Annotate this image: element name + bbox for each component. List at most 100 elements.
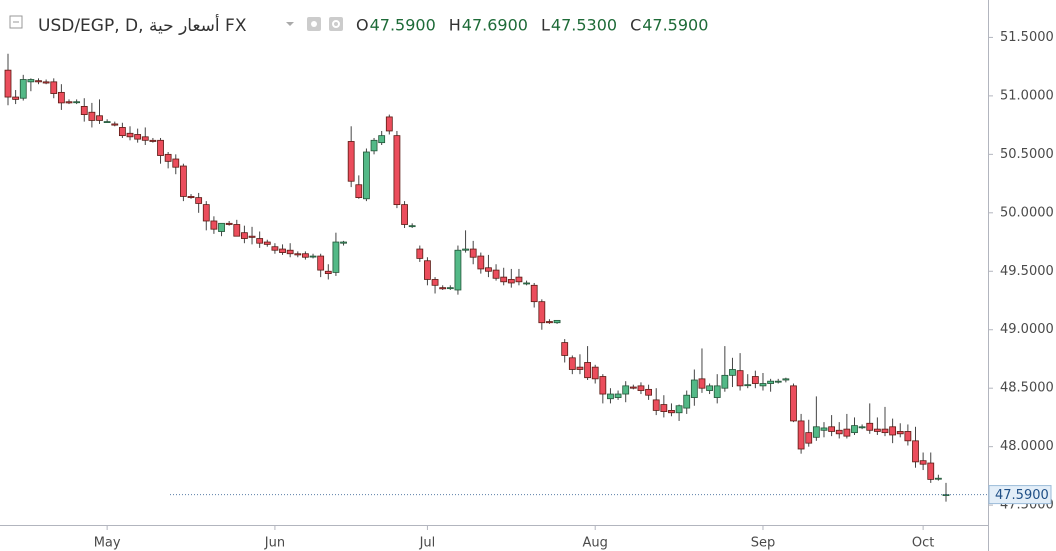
candle-body <box>126 132 134 138</box>
candle-body <box>896 431 904 435</box>
ohlc-label: L <box>541 16 550 35</box>
candle-body <box>12 96 20 100</box>
candle-body <box>279 248 286 253</box>
candle-body <box>797 420 805 450</box>
candle-body <box>302 253 309 258</box>
candle-body <box>629 386 637 389</box>
candle-body <box>263 241 271 245</box>
eye-icon <box>311 21 317 27</box>
candle-body <box>485 267 492 272</box>
plot <box>4 53 950 502</box>
candle-body <box>538 301 546 324</box>
candle-body <box>225 222 233 225</box>
candle-body <box>858 426 866 429</box>
candle-body <box>164 153 172 162</box>
candle-body <box>370 139 378 152</box>
candle-body <box>416 248 424 259</box>
candle-body <box>721 374 729 389</box>
candle-body <box>393 135 401 206</box>
candle-body <box>561 342 569 356</box>
symbol-title: USD/EGP, D, أسعار حية FX <box>38 14 247 36</box>
candle-body <box>103 121 111 124</box>
candle-body <box>73 101 81 104</box>
ohlc-value: 47.6900 <box>462 16 528 35</box>
ohlc-label: C <box>630 16 641 35</box>
candle-body <box>622 385 630 395</box>
candle-body <box>187 196 195 199</box>
candle-body <box>912 440 919 463</box>
candle-body <box>751 376 759 384</box>
candle-body <box>134 134 142 140</box>
candle-body <box>50 81 58 94</box>
dropdown-caret[interactable] <box>286 22 294 26</box>
candle-body <box>576 366 584 370</box>
candle-body <box>347 141 355 182</box>
candle-body <box>607 393 614 400</box>
candle-body <box>515 276 523 283</box>
candle-body <box>706 385 713 391</box>
candle-body <box>530 284 538 303</box>
candle-body <box>790 385 797 422</box>
candle-body <box>843 428 851 437</box>
candle-body <box>805 432 813 444</box>
candle-body <box>851 425 858 434</box>
y-tick-label: 50.0000 <box>1000 205 1054 220</box>
candle-body <box>744 384 752 387</box>
ohlc-label: O <box>356 16 369 35</box>
candle-body <box>65 101 73 104</box>
candle-body <box>431 279 439 286</box>
settings-button[interactable] <box>329 17 343 31</box>
candle-body <box>80 106 88 115</box>
candle-body <box>149 139 157 142</box>
candle-body <box>927 462 935 480</box>
candle-body <box>774 380 782 383</box>
candle-body <box>271 246 279 251</box>
candle-body <box>713 385 721 398</box>
ohlc-value: 47.5900 <box>370 16 436 35</box>
y-tick-label: 51.5000 <box>1000 30 1054 45</box>
candle-body <box>820 427 828 431</box>
candle-body <box>812 426 820 438</box>
candle-body <box>141 136 149 141</box>
candle-body <box>96 115 103 121</box>
candle-body <box>385 116 393 132</box>
candle-body <box>637 385 645 391</box>
candle-body <box>332 241 340 273</box>
gear-icon <box>332 20 340 28</box>
candle-body <box>35 80 42 83</box>
candle-body <box>218 222 225 232</box>
last-price-label: 47.5900 <box>995 488 1049 503</box>
candle-body <box>477 255 485 270</box>
candle-body <box>698 378 706 389</box>
candle-body <box>111 123 119 126</box>
candle-body <box>286 249 294 255</box>
candle-body <box>378 135 386 144</box>
candle-body <box>881 428 889 434</box>
candle-body <box>660 404 668 412</box>
candle-body <box>683 394 691 409</box>
candle-body <box>363 151 370 200</box>
collapse-button[interactable] <box>9 15 23 29</box>
candle-body <box>523 282 530 285</box>
candle-body <box>309 255 317 258</box>
x-tick-label: Jul <box>419 536 436 551</box>
candle-body <box>507 279 515 284</box>
candle-body <box>584 362 591 379</box>
candle-body <box>873 428 881 432</box>
candle-body <box>446 287 454 290</box>
candle-body <box>118 127 126 137</box>
candle-body <box>233 224 241 237</box>
candle-body <box>294 253 302 256</box>
candle-body <box>500 276 508 283</box>
ohlc-value: 47.5900 <box>642 16 708 35</box>
candle-body <box>157 139 164 156</box>
candle-body <box>256 238 264 244</box>
y-tick-label: 49.5000 <box>1000 264 1054 279</box>
candle-body <box>241 232 248 239</box>
candle-body <box>195 197 203 204</box>
candle-body <box>652 399 660 411</box>
candle-body <box>934 477 942 480</box>
candle-body <box>317 255 325 271</box>
candle-body <box>210 220 218 230</box>
candle-body <box>782 378 790 381</box>
